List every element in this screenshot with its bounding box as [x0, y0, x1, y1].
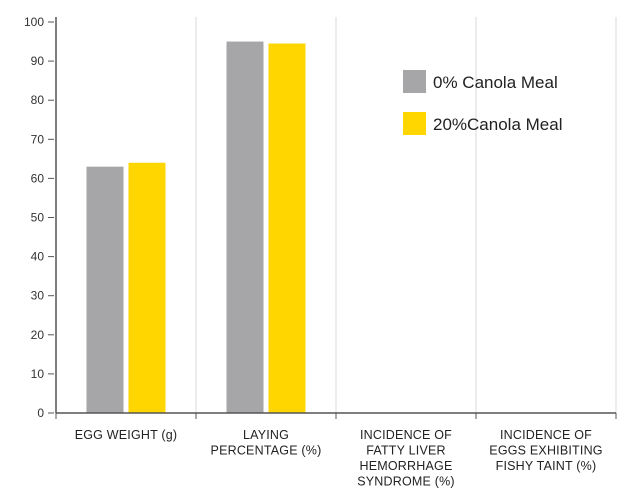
legend: 0% Canola Meal 20%Canola Meal: [403, 70, 562, 135]
bar: [86, 166, 124, 413]
y-tick-label: 90: [31, 54, 45, 68]
y-tick-label: 20: [31, 328, 45, 342]
category-label: LAYING PERCENTAGE (%): [211, 428, 322, 458]
y-tick-label: 50: [31, 211, 45, 225]
bar: [226, 41, 264, 414]
y-tick-label: 100: [24, 15, 44, 29]
y-tick-label: 0: [37, 406, 44, 420]
bar: [268, 43, 306, 413]
y-tick-label: 60: [31, 171, 45, 185]
y-tick-label: 30: [31, 289, 45, 303]
y-tick-label: 80: [31, 93, 45, 107]
category-label: INCIDENCE OF FATTY LIVER HEMORRHAGE SYNDROM…: [357, 428, 455, 489]
y-tick-labels: 0 10 20 30 40 50 60 70 80 90 100: [24, 15, 617, 420]
category-label: EGG WEIGHT (g): [75, 428, 178, 442]
y-tick-label: 10: [31, 367, 45, 381]
category-labels: EGG WEIGHT (g) LAYING PERCENTAGE (%) INCIDE…: [75, 428, 603, 489]
y-tick-label: 40: [31, 250, 45, 264]
bars: [86, 41, 306, 414]
legend-label: 0% Canola Meal: [433, 73, 558, 92]
legend-swatch: [403, 70, 426, 93]
legend-label: 20%Canola Meal: [433, 115, 562, 134]
grid-lines: [195, 17, 617, 413]
category-label: INCIDENCE OF EGGS EXHIBITING FISHY TAINT (…: [489, 428, 602, 473]
legend-swatch: [403, 112, 426, 135]
y-tick-label: 70: [31, 132, 45, 146]
bar: [128, 162, 166, 413]
